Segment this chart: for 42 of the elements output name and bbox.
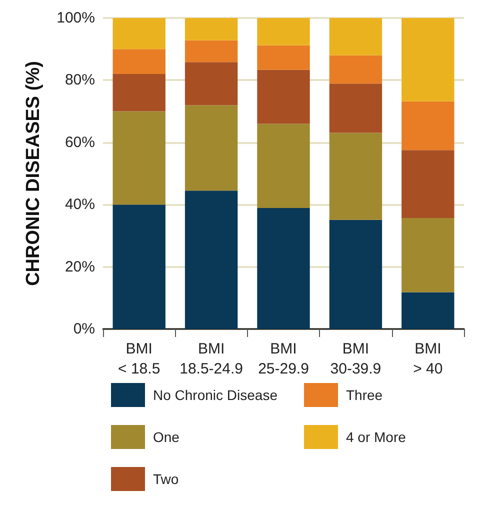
- bar: [402, 218, 454, 292]
- bar: [112, 18, 166, 50]
- x-tick-label: BMI > 40: [413, 340, 443, 378]
- bar: [184, 105, 238, 191]
- bar: [402, 101, 454, 150]
- legend-label: Two: [153, 471, 179, 487]
- bar: [112, 204, 166, 329]
- bar: [184, 40, 238, 62]
- legend-label: One: [153, 429, 180, 445]
- bar: [329, 220, 382, 329]
- y-tick-label: 40%: [64, 196, 95, 214]
- bar: [112, 49, 166, 74]
- legend-label: Three: [346, 387, 383, 403]
- x-tick-label: BMI 25-29.9: [258, 340, 309, 378]
- x-tick-label: BMI 30-39.9: [330, 340, 382, 378]
- bar: [329, 132, 382, 220]
- bar: [329, 55, 382, 84]
- x-tick-label: BMI < 18.5: [118, 340, 160, 378]
- y-tick-label: 20%: [64, 258, 95, 276]
- bar: [184, 190, 238, 329]
- bar: [112, 74, 166, 112]
- bar: [329, 18, 382, 56]
- x-tick-label: BMI 18.5-24.9: [180, 340, 243, 378]
- y-tick-label: 60%: [64, 134, 95, 151]
- bar: [257, 70, 310, 124]
- bar: [184, 62, 238, 106]
- y-tick-label: 100%: [56, 10, 95, 26]
- y-tick-label: 0%: [73, 320, 95, 338]
- bar: [402, 18, 454, 102]
- bar: [257, 124, 310, 208]
- bar: [257, 208, 310, 329]
- bar: [257, 18, 310, 46]
- bar: [402, 150, 454, 218]
- bar: [184, 18, 238, 40]
- bar: [112, 111, 166, 205]
- y-axis-title: CHRONIC DISEASES (%): [23, 61, 44, 286]
- bar: [402, 292, 454, 329]
- y-tick-label: 80%: [64, 72, 95, 89]
- legend-label: 4 or More: [346, 429, 406, 445]
- legend-label: No Chronic Disease: [153, 387, 278, 403]
- bar: [257, 45, 310, 70]
- bar: [329, 84, 382, 133]
